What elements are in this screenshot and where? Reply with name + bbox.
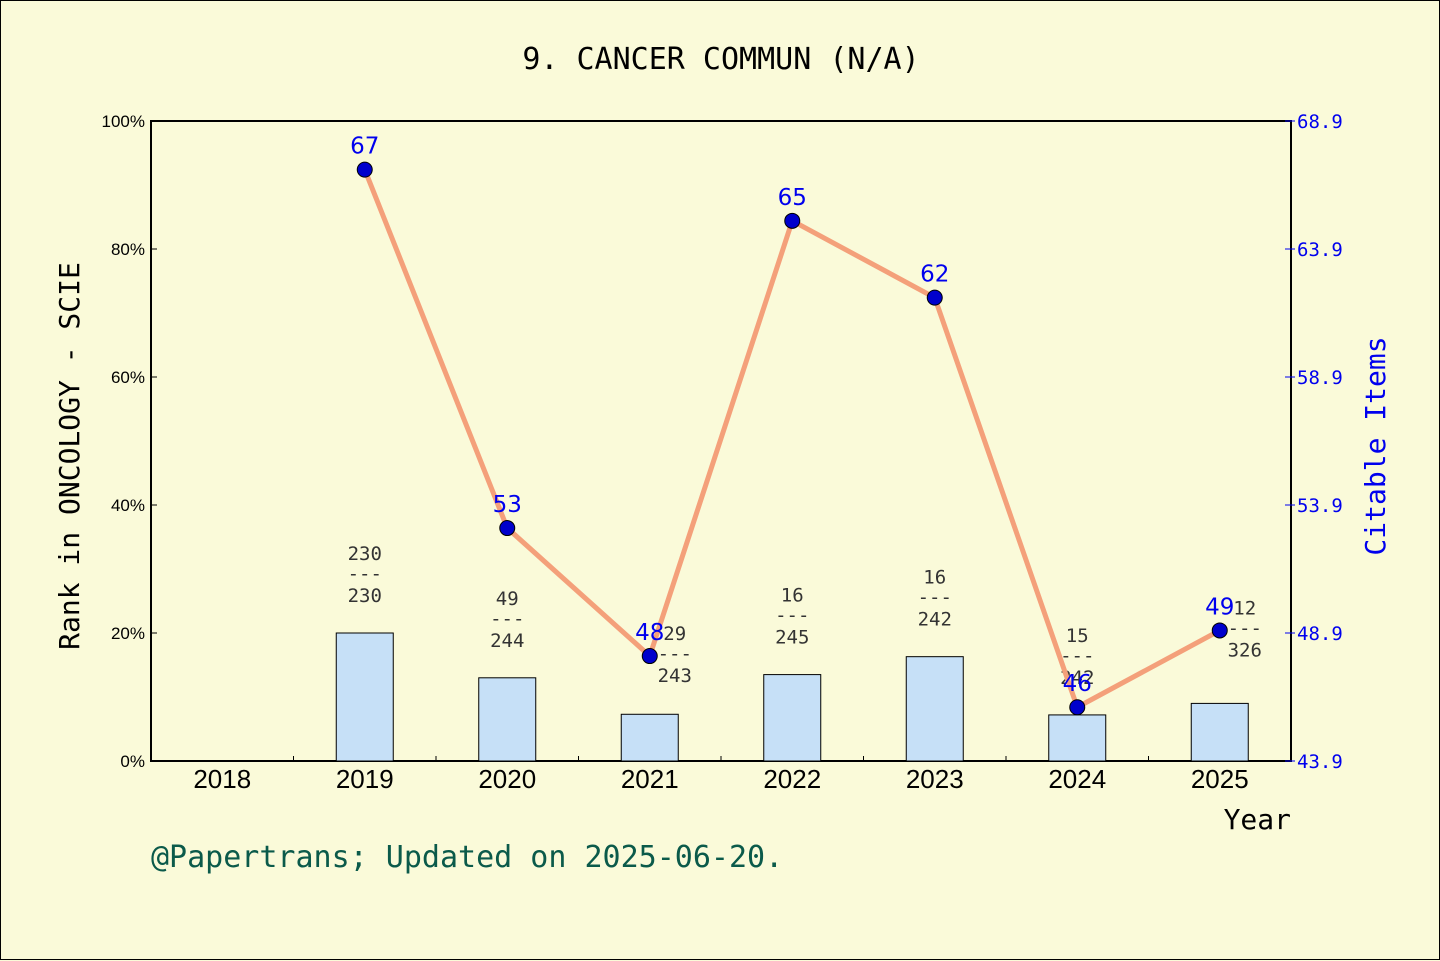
point-2019 — [356, 161, 373, 178]
bar-separator-label: --- — [348, 563, 382, 585]
y-left-tick-label: 0% — [120, 752, 145, 771]
bar-total-label: 242 — [918, 609, 952, 631]
footer-credit: @Papertrans; Updated on 2025-06-20. — [151, 840, 783, 875]
point-2024 — [1069, 699, 1086, 716]
axes-layer: 0% 20% 40% 60% 80% 100% 43.9 48.9 53.9 58.9 63.9 68… — [102, 111, 1343, 794]
line-layer: 67 53 48 65 62 46 49 — [350, 134, 1234, 716]
point-2021 — [641, 648, 658, 665]
y-axis-left-label: Rank in ONCOLOGY - SCIE — [53, 262, 86, 650]
x-tick-label: 2019 — [336, 764, 394, 794]
bar-rank-label: 49 — [496, 588, 519, 610]
x-tick-label: 2021 — [621, 764, 679, 794]
point-value-label: 67 — [350, 134, 379, 160]
bar-2023 — [905, 656, 964, 762]
bar-separator-label: --- — [1060, 645, 1094, 667]
point-value-label: 65 — [778, 185, 807, 211]
point-2023 — [926, 289, 943, 306]
bar-separator-label: --- — [775, 605, 809, 627]
y-right-tick-label: 43.9 — [1297, 751, 1343, 773]
bar-rank-label: 29 — [663, 623, 686, 645]
x-tick-label: 2025 — [1191, 764, 1249, 794]
point-value-label: 62 — [920, 262, 949, 288]
point-value-label: 46 — [1063, 671, 1092, 697]
bar-2019 — [335, 632, 394, 762]
bar-2022 — [763, 674, 822, 762]
bar-separator-label: --- — [658, 643, 692, 665]
y-left-tick-label: 40% — [111, 496, 145, 515]
chart-title: 9. CANCER COMMUN (N/A) — [522, 42, 919, 77]
y-right-tick-label: 58.9 — [1297, 367, 1343, 389]
bar-total-label: 245 — [775, 627, 809, 649]
bar-rank-label: 15 — [1066, 625, 1089, 647]
point-2022 — [784, 212, 801, 229]
bar-total-label: 230 — [348, 585, 382, 607]
y-right-tick-label: 53.9 — [1297, 495, 1343, 517]
bar-total-label: 243 — [658, 665, 692, 687]
bar-total-label: 326 — [1228, 639, 1262, 661]
bar-rank-label: 16 — [923, 567, 946, 589]
y-right-tick-label: 63.9 — [1297, 239, 1343, 261]
point-value-label: 49 — [1205, 594, 1234, 620]
y-axis-right-label: Citable Items — [1359, 336, 1392, 555]
x-axis-label: Year — [1224, 803, 1291, 836]
x-tick-label: 2018 — [193, 764, 251, 794]
bar-separator-label: --- — [1228, 617, 1262, 639]
y-left-tick-label: 100% — [102, 112, 145, 131]
bar-2021 — [620, 713, 679, 762]
point-value-label: 53 — [493, 492, 522, 518]
bar-separator-label: --- — [490, 608, 524, 630]
bar-total-label: 244 — [490, 630, 524, 652]
x-tick-label: 2020 — [478, 764, 536, 794]
bar-rank-label: 16 — [781, 585, 804, 607]
bar-2025 — [1190, 702, 1249, 762]
bar-separator-label: --- — [918, 587, 952, 609]
y-left-tick-label: 80% — [111, 240, 145, 259]
bars-layer: 230---230 49---244 29---24316---24516---24… — [335, 543, 1262, 762]
bar-rank-label: 12 — [1233, 597, 1256, 619]
y-left-tick-label: 20% — [111, 624, 145, 643]
point-2020 — [499, 520, 516, 537]
y-right-tick-label: 68.9 — [1297, 111, 1343, 133]
point-value-label: 48 — [635, 620, 664, 646]
bar-rank-label: 230 — [348, 543, 382, 565]
x-tick-label: 2023 — [906, 764, 964, 794]
bar-2024 — [1048, 714, 1107, 762]
y-right-tick-label: 48.9 — [1297, 623, 1343, 645]
point-2025 — [1211, 622, 1228, 639]
x-tick-label: 2022 — [763, 764, 821, 794]
x-tick-label: 2024 — [1048, 764, 1106, 794]
y-left-tick-label: 60% — [111, 368, 145, 387]
bar-2020 — [478, 677, 537, 762]
